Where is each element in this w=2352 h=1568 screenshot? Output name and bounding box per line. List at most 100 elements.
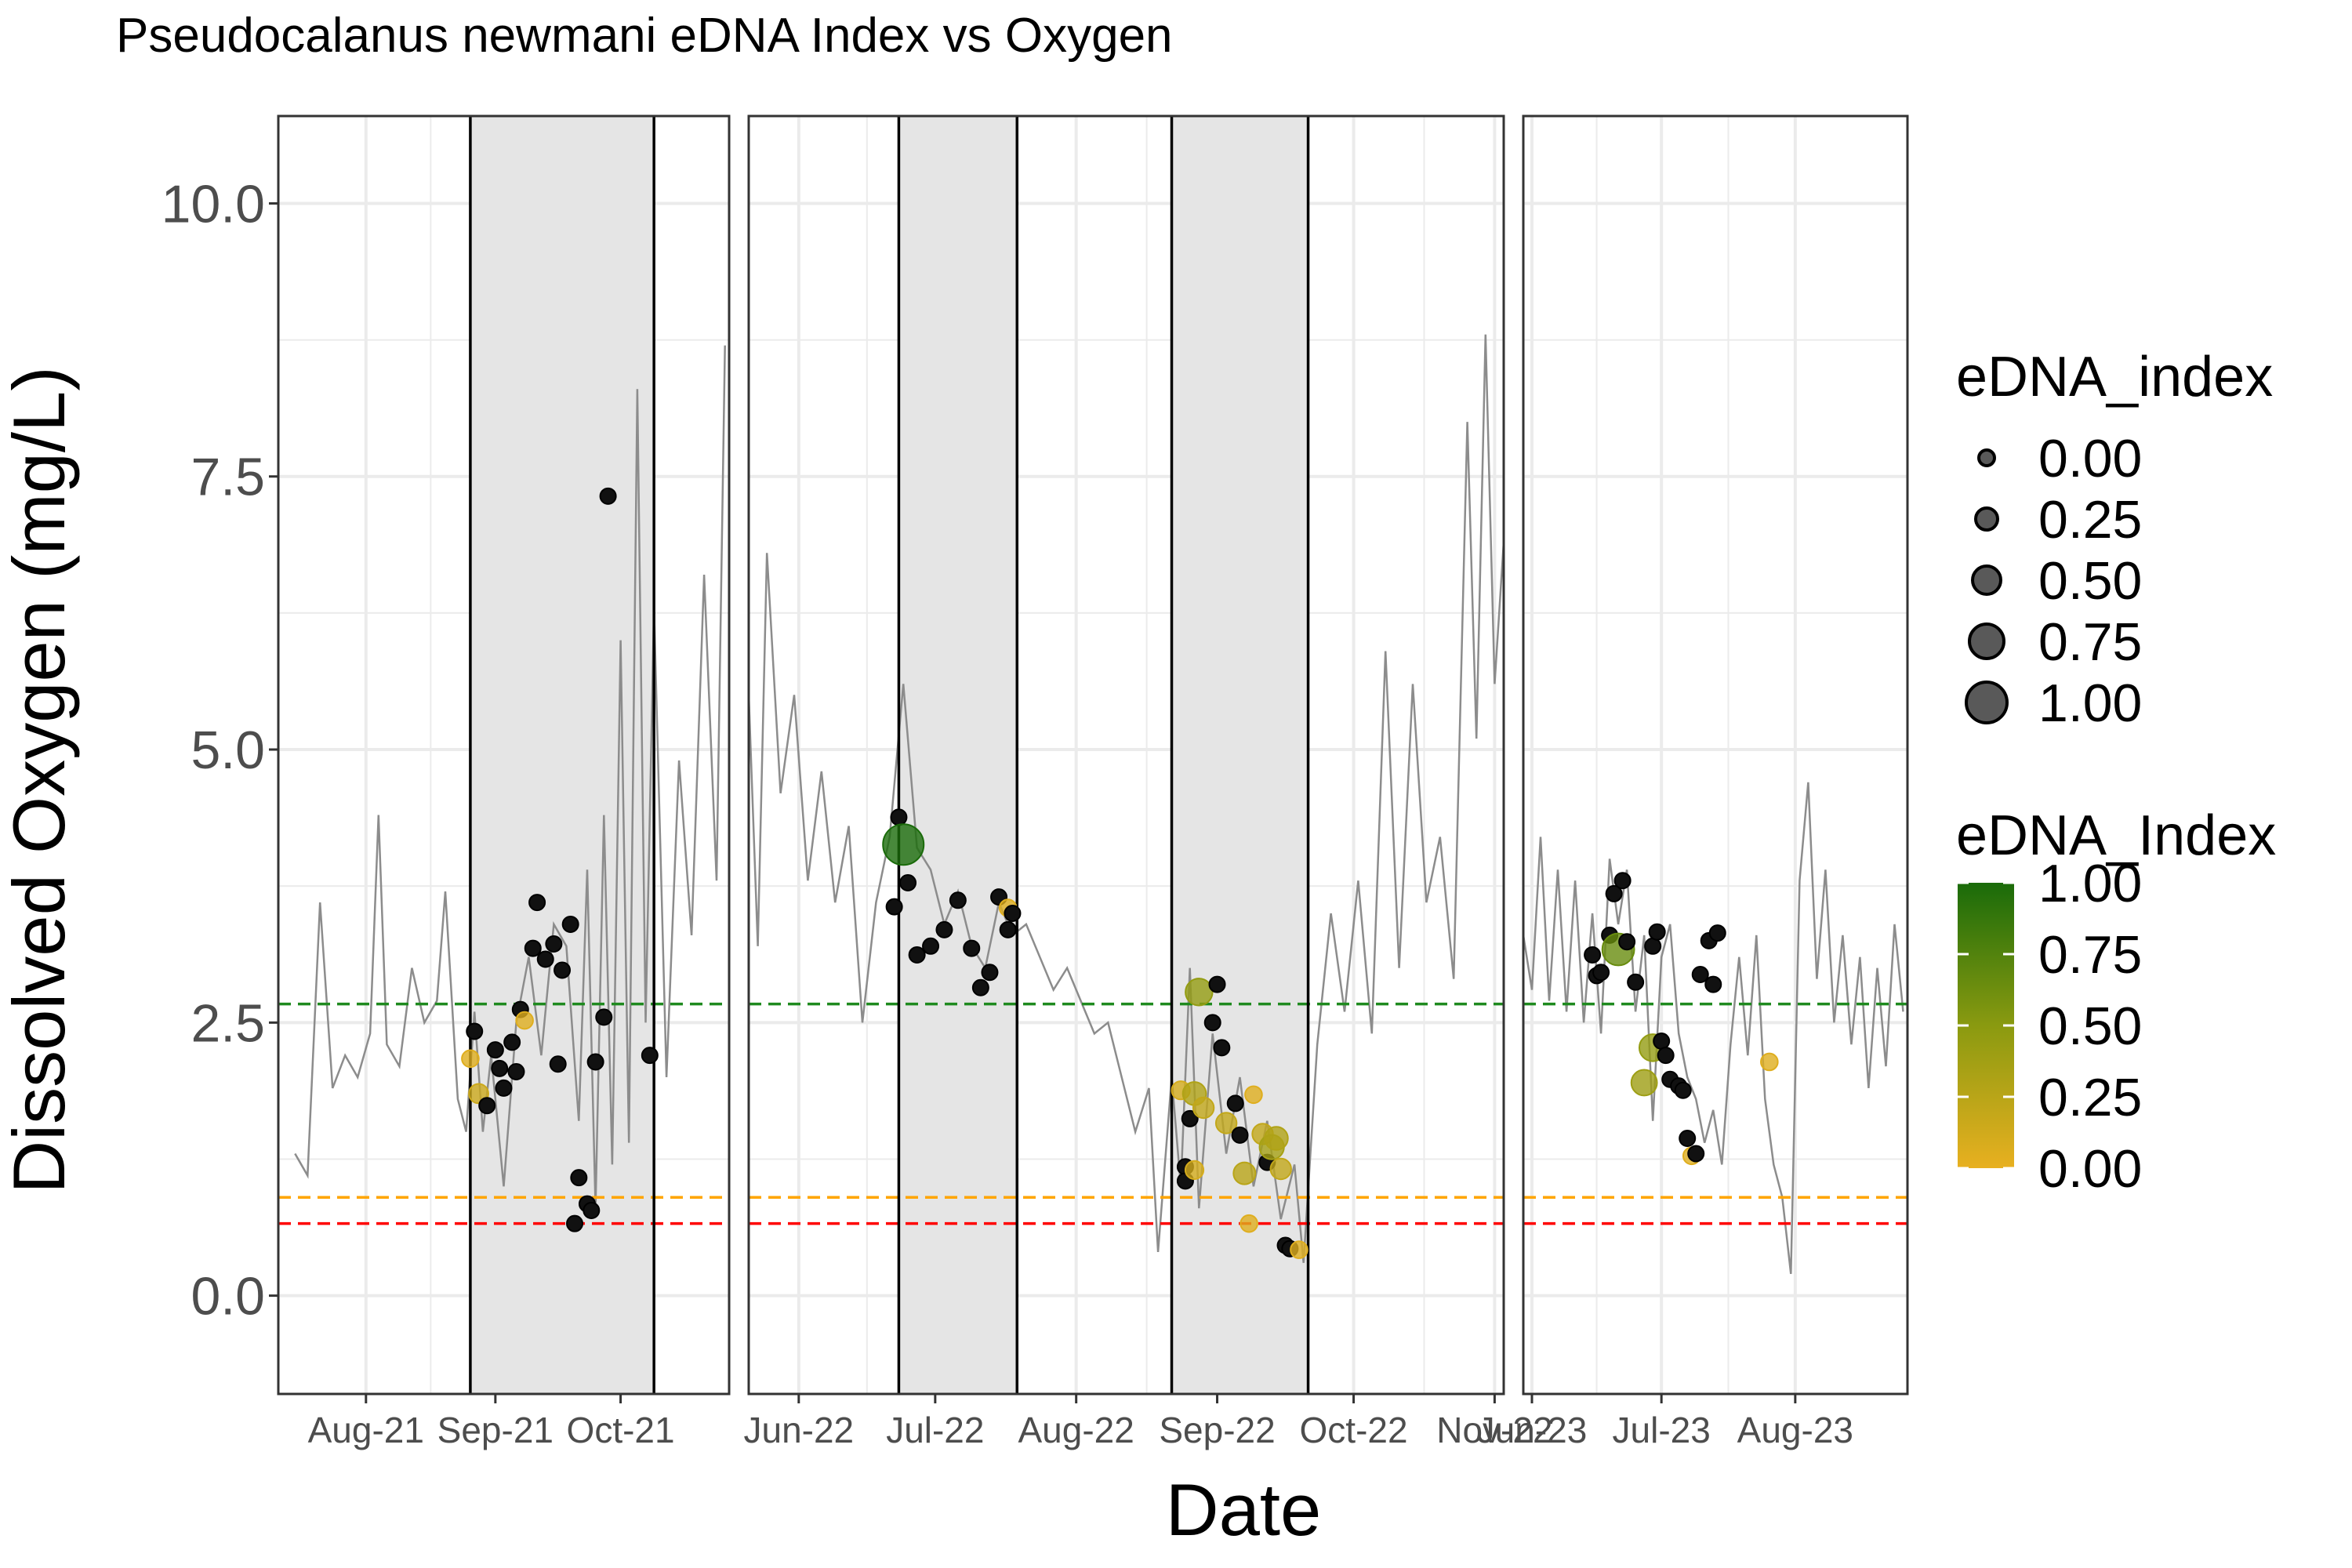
data-point: [1657, 1047, 1675, 1065]
data-point: [491, 1059, 509, 1077]
data-point: [1605, 884, 1623, 902]
size-legend: eDNA_index 0.000.250.500.751.00: [1956, 346, 2273, 733]
data-point: [949, 891, 967, 909]
x-axis-title: Date: [1166, 1468, 1322, 1551]
data-point: [1648, 923, 1666, 941]
y-axis-ticks: 0.0 2.5 5.0 7.5 10.0: [162, 174, 278, 1327]
y-tick-label: 2.5: [191, 993, 265, 1053]
data-point: [1592, 964, 1610, 982]
data-point: [981, 964, 999, 982]
x-tick-label: Sep-22: [1159, 1410, 1275, 1450]
color-legend-label: 1.00: [2038, 854, 2142, 913]
y-tick-label: 7.5: [191, 448, 265, 507]
x-tick-label: Jun-23: [1477, 1410, 1588, 1450]
color-legend-title: eDNA_Index: [1956, 804, 2276, 867]
y-axis-title: Dissolved Oxygen (mg/L): [0, 366, 80, 1193]
data-point: [515, 1011, 534, 1030]
oxygen-series-line: [749, 334, 1504, 1263]
data-point: [1213, 1039, 1231, 1057]
y-tick-label: 0.0: [191, 1267, 265, 1327]
data-point: [882, 823, 925, 866]
size-legend-key: [1968, 622, 2005, 660]
shaded-interval: [898, 116, 1018, 1394]
data-point: [486, 1041, 504, 1059]
data-point: [570, 1169, 588, 1187]
data-point: [524, 939, 542, 957]
size-legend-key: [1977, 448, 1996, 467]
size-legend-key: [1971, 564, 2002, 596]
data-point: [561, 915, 579, 933]
data-point: [935, 920, 953, 938]
data-point: [528, 894, 546, 912]
data-point: [1244, 1085, 1263, 1105]
size-legend-label: 0.75: [2038, 612, 2142, 672]
data-point: [1214, 1112, 1238, 1134]
data-point: [1618, 933, 1636, 951]
data-point: [599, 487, 617, 505]
oxygen-series-line: [1523, 782, 1904, 1274]
data-point: [1184, 1160, 1205, 1181]
panel-3: Jun-23 Jul-23 Aug-23: [1477, 114, 1909, 1450]
data-point: [922, 937, 940, 955]
size-legend-label: 0.00: [2038, 429, 2142, 488]
size-legend-key: [1974, 506, 1999, 532]
data-point: [1644, 937, 1662, 955]
data-point: [507, 1063, 525, 1081]
data-point: [461, 1049, 480, 1069]
data-point: [536, 950, 554, 968]
data-point: [999, 920, 1017, 938]
data-point: [1708, 924, 1726, 942]
data-point: [1181, 1109, 1199, 1127]
color-legend-label: 0.50: [2038, 996, 2142, 1056]
size-legend-label: 1.00: [2038, 673, 2142, 733]
y-tick-label: 5.0: [191, 720, 265, 780]
data-point: [1760, 1052, 1779, 1072]
size-legend-key: [1965, 681, 2009, 724]
data-point: [478, 1097, 496, 1115]
data-point: [1691, 966, 1709, 984]
data-point: [1192, 1096, 1215, 1120]
data-point: [503, 1033, 521, 1051]
color-legend: eDNA_Index 1.00 0.75 0.50 0.25 0.00: [1956, 804, 2276, 1199]
data-point: [899, 874, 917, 891]
data-point: [1240, 1214, 1258, 1233]
panel-border: [747, 114, 1505, 1396]
shaded-interval: [1171, 116, 1308, 1394]
data-point: [549, 1055, 567, 1073]
color-legend-label: 0.75: [2038, 925, 2142, 985]
panel-1: Aug-21 Sep-21 Oct-21: [277, 114, 731, 1450]
data-point: [1226, 1094, 1244, 1112]
color-legend-label: 0.00: [2038, 1139, 2142, 1199]
data-point: [1269, 1157, 1292, 1181]
x-tick-label: Aug-22: [1018, 1410, 1134, 1450]
data-point: [971, 978, 989, 996]
x-tick-label: Aug-21: [308, 1410, 424, 1450]
data-point: [1185, 978, 1214, 1007]
plot-panels: Aug-21 Sep-21 Oct-21 Jun-22 Jul-22 Aug-22 Sep-…: [277, 114, 1909, 1450]
data-point: [586, 1053, 604, 1071]
data-point: [1232, 1161, 1257, 1185]
data-point: [1264, 1126, 1289, 1151]
data-point: [885, 898, 903, 916]
size-legend-label: 0.25: [2038, 490, 2142, 550]
data-point: [1653, 1033, 1671, 1051]
data-point: [545, 935, 563, 953]
data-point: [566, 1214, 584, 1232]
data-point: [1203, 1014, 1221, 1032]
panel-border: [277, 114, 731, 1396]
panel-background: [1523, 116, 1907, 1394]
panel-border: [1522, 114, 1909, 1396]
data-point: [495, 1079, 513, 1097]
data-point: [1208, 975, 1226, 993]
data-point: [1687, 1145, 1705, 1163]
x-tick-label: Jun-22: [743, 1410, 854, 1450]
data-point: [595, 1008, 613, 1026]
data-point: [1704, 975, 1722, 993]
data-point: [583, 1201, 601, 1219]
data-point: [890, 808, 908, 826]
data-point: [466, 1022, 484, 1040]
data-point: [963, 939, 981, 957]
chart-title: Pseudocalanus newmani eDNA Index vs Oxyg…: [116, 9, 1173, 63]
color-legend-label: 0.25: [2038, 1068, 2142, 1127]
